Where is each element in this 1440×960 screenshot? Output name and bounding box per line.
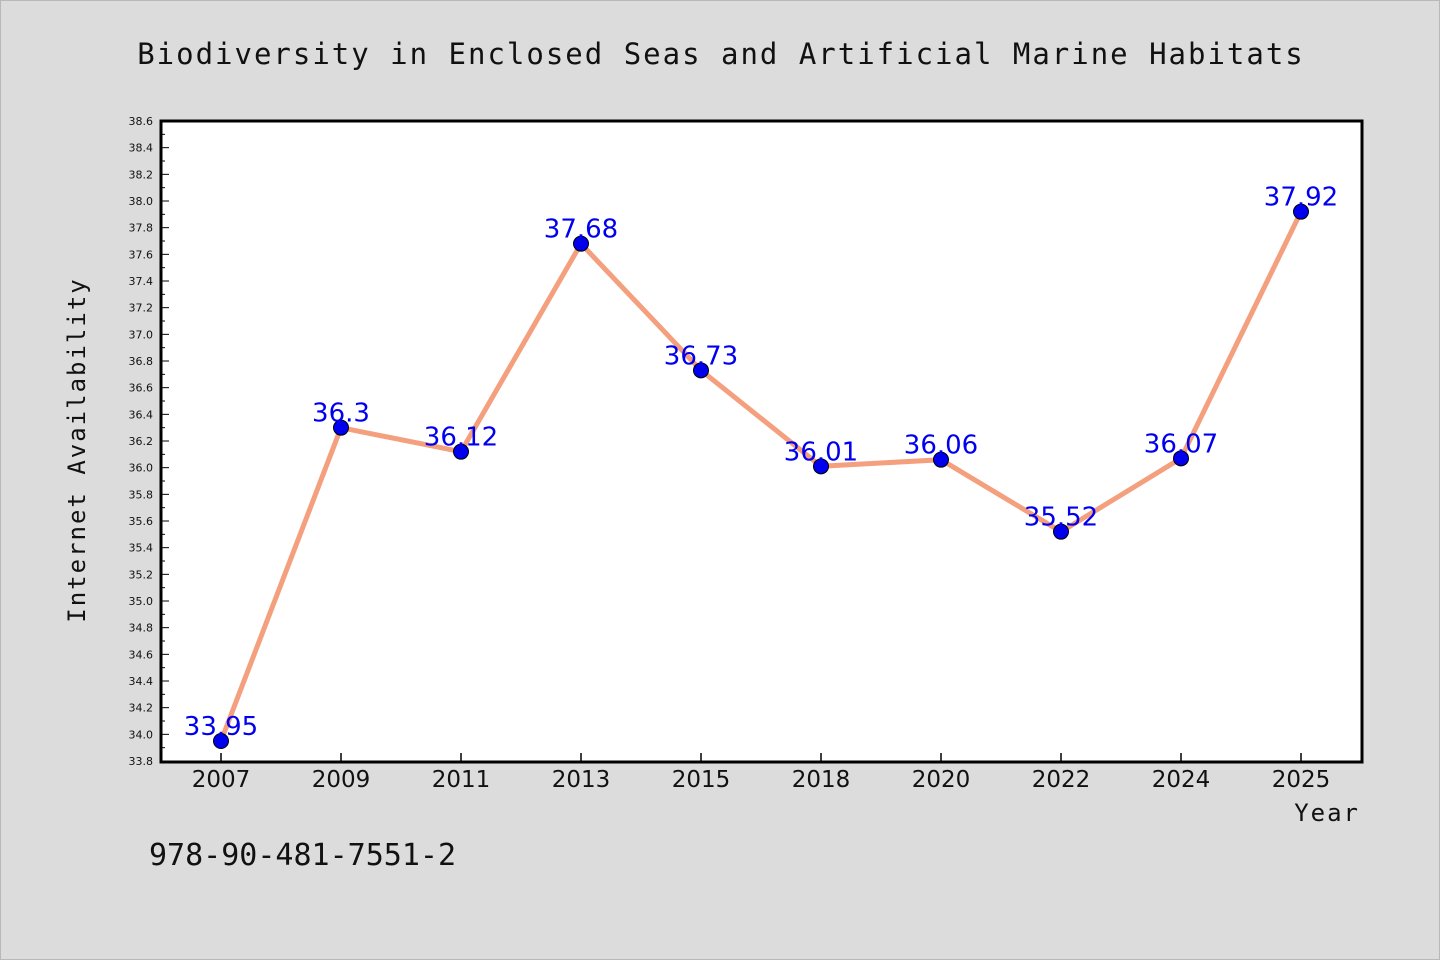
y-tick-label: 37.4 [129, 275, 154, 288]
data-labels: 33.95 36.3 36.12 37.68 36.73 36.01 36.06 35.52 3… [184, 183, 1338, 742]
data-label: 36.3 [312, 399, 370, 429]
y-tick-label: 34.0 [129, 728, 154, 741]
y-tick-label: 37.6 [129, 248, 154, 261]
data-point [1173, 450, 1189, 467]
x-tick-label: 2011 [432, 767, 491, 793]
y-tick-label: 36.2 [129, 435, 154, 448]
y-tick-label: 38.4 [129, 142, 154, 155]
y-tick-label: 36.8 [129, 355, 154, 368]
data-label: 35.52 [1024, 503, 1098, 533]
x-tick-label: 2007 [192, 767, 251, 793]
chart-title: Biodiversity in Enclosed Seas and Artifi… [137, 37, 1305, 71]
y-axis: 33.8 34.0 34.2 34.4 34.6 34.8 35.0 35.2 35.4 35.6… [129, 115, 169, 768]
y-tick-label: 33.8 [129, 755, 154, 768]
data-point [1053, 523, 1069, 540]
data-point [1293, 203, 1309, 220]
x-tick-label: 2013 [552, 767, 611, 793]
y-tick-label: 37.2 [129, 302, 154, 315]
y-tick-label: 35.0 [129, 595, 154, 608]
y-tick-label: 34.4 [129, 675, 154, 688]
x-tick-label: 2020 [912, 767, 971, 793]
y-tick-label: 34.2 [129, 702, 154, 715]
data-point [213, 733, 229, 749]
y-axis-label: Internet Availability [63, 277, 91, 622]
data-label: 36.01 [784, 437, 858, 467]
y-tick-label: 35.2 [129, 568, 154, 581]
data-markers [213, 203, 1309, 749]
y-tick-label: 36.6 [129, 382, 154, 395]
y-tick-label: 38.2 [129, 168, 154, 181]
series-line [218, 209, 1304, 744]
x-tick-label: 2025 [1272, 767, 1331, 793]
y-tick-label: 38.0 [129, 195, 154, 208]
y-tick-label: 35.8 [129, 488, 154, 501]
data-label: 36.07 [1144, 429, 1218, 459]
y-tick-label: 35.4 [129, 542, 154, 555]
y-tick-label: 37.0 [129, 328, 154, 341]
y-tick-label: 34.8 [129, 622, 154, 635]
x-tick-label: 2015 [672, 767, 731, 793]
footnote: 978-90-481-7551-2 [149, 838, 456, 873]
x-tick-label: 2018 [792, 767, 851, 793]
x-tick-label: 2024 [1152, 767, 1211, 793]
plot-area [159, 119, 1364, 764]
x-tick-label: 2022 [1032, 767, 1091, 793]
data-label: 37.92 [1264, 183, 1338, 213]
y-tick-label: 38.6 [129, 115, 154, 128]
x-axis-label: Year [1294, 799, 1360, 827]
x-axis: 2007 2009 2011 2013 2015 2018 2020 2022 2024 2025 [192, 753, 1331, 793]
x-tick-label: 2009 [312, 767, 371, 793]
y-tick-label: 36.0 [129, 462, 154, 475]
data-label: 36.73 [664, 341, 738, 371]
data-label: 37.68 [544, 215, 618, 245]
y-tick-label: 36.4 [129, 408, 154, 421]
y-tick-label: 34.6 [129, 648, 154, 661]
data-point [933, 451, 949, 468]
data-label: 36.06 [904, 431, 978, 461]
y-tick-label: 37.8 [129, 222, 154, 235]
data-point [693, 362, 709, 379]
data-point [453, 443, 469, 460]
data-point [333, 419, 349, 436]
data-point [573, 235, 589, 252]
data-label: 33.95 [184, 712, 258, 742]
y-tick-label: 35.6 [129, 515, 154, 528]
data-label: 36.12 [424, 423, 498, 453]
data-point [813, 458, 829, 475]
